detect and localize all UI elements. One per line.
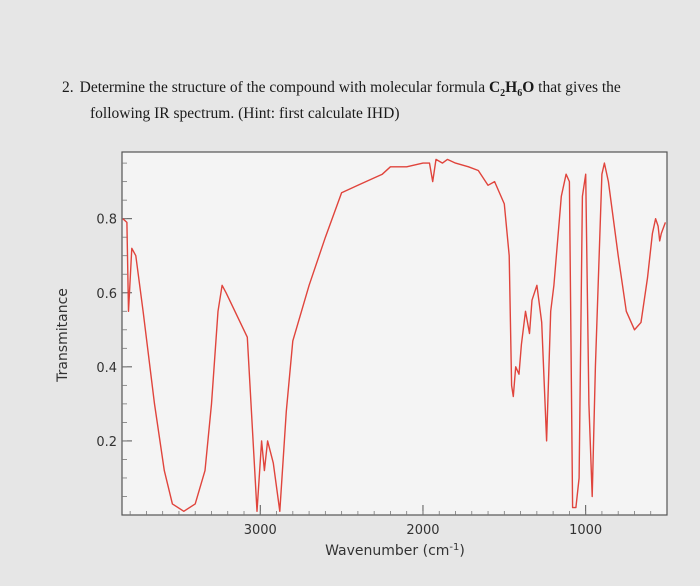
x-tick-label: 2000 — [406, 523, 439, 538]
axis-ticks — [122, 162, 652, 515]
question-text-part: that gives the — [534, 79, 621, 96]
y-axis-title: Transmitance — [55, 288, 71, 383]
question-line-1: 2. Determine the structure of the compoun… — [62, 78, 682, 104]
formula-oxygen: O — [522, 79, 535, 96]
question-text-part: Determine the structure of the compound … — [79, 79, 489, 96]
question-text: 2. Determine the structure of the compoun… — [62, 78, 682, 124]
plot-frame — [121, 151, 668, 516]
y-tick-label: 0.6 — [96, 287, 117, 302]
formula-carbon: C — [488, 79, 501, 96]
x-axis-title: Wavenumber (cm-1) — [325, 542, 465, 559]
formula-hydrogen: H — [505, 79, 518, 96]
y-tick-label: 0.4 — [96, 361, 117, 376]
spectrum-line — [122, 158, 667, 512]
formula-carbon-count: 2 — [500, 88, 506, 100]
molecular-formula: C2H6O — [488, 79, 535, 100]
x-tick-label: 1000 — [569, 523, 602, 538]
x-tick-label: 3000 — [244, 523, 277, 538]
question-number: 2. — [62, 79, 74, 96]
y-tick-label: 0.8 — [96, 213, 117, 228]
question-line-2: following IR spectrum. (Hint: first calc… — [90, 105, 400, 123]
formula-hydrogen-count: 6 — [517, 88, 523, 100]
y-tick-label: 0.2 — [96, 435, 117, 450]
